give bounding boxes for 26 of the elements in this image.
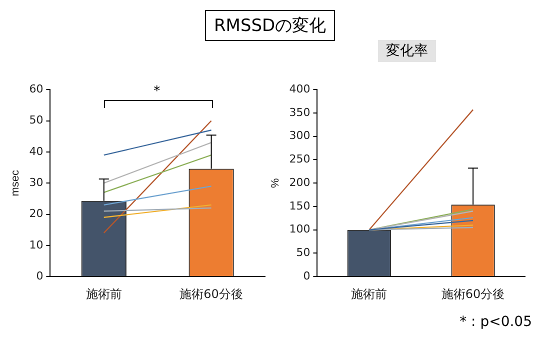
y-tick-label: 50 xyxy=(296,246,310,260)
y-tick-label: 150 xyxy=(289,199,310,212)
y-tick-label: 50 xyxy=(29,114,44,127)
y-tick-label: 350 xyxy=(289,106,310,119)
y-tick-label: 0 xyxy=(36,269,44,282)
y-tick-label: 0 xyxy=(303,269,310,282)
y-tick-label: 300 xyxy=(289,129,310,142)
y-tick-label: 400 xyxy=(289,82,310,96)
x-tick-label: 施術60分後 xyxy=(441,286,505,301)
chart-title: 変化率 xyxy=(378,40,436,62)
y-tick-label: 10 xyxy=(29,238,44,252)
x-tick-label: 施術前 xyxy=(86,286,122,301)
y-tick-label: 200 xyxy=(289,176,310,189)
y-tick-label: 100 xyxy=(289,222,310,236)
y-tick-label: 60 xyxy=(29,82,44,96)
y-tick-label: 250 xyxy=(289,152,310,166)
text: * : p<0.05 xyxy=(460,314,532,330)
x-tick-label: 施術60分後 xyxy=(180,286,243,301)
y-axis-title: % xyxy=(270,178,282,188)
annotation: * xyxy=(154,84,160,99)
y-tick-label: 30 xyxy=(29,176,44,189)
y-tick-label: 20 xyxy=(29,207,44,220)
y-tick-label: 40 xyxy=(29,144,44,158)
x-tick-label: 施術前 xyxy=(351,286,388,301)
chart-title: RMSSDの変化 xyxy=(205,10,336,41)
y-axis-title: msec xyxy=(10,169,22,196)
